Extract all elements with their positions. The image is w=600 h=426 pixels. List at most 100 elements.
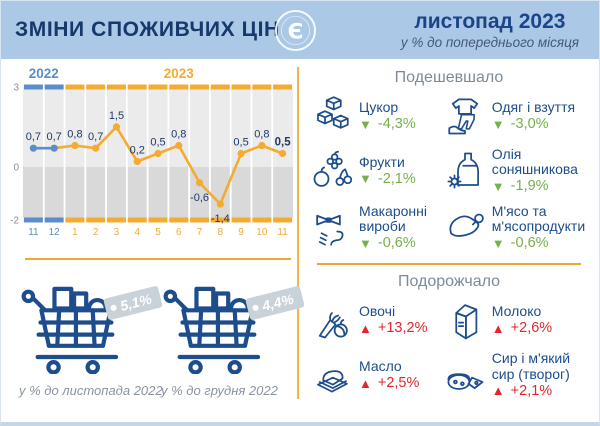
price-change-item: Олія соняшникова ▼ -1,9% xyxy=(442,146,593,195)
cumulative-comparisons: 5,1% у % до листопада 2022 4,4% у % до груд… xyxy=(5,284,305,398)
down-triangle-icon: ▼ xyxy=(359,116,372,132)
fruits-icon xyxy=(309,150,355,192)
item-name: Олія соняшникова xyxy=(491,146,578,178)
svg-text:1,5: 1,5 xyxy=(109,110,124,122)
svg-text:3: 3 xyxy=(13,83,19,94)
report-period: листопад 2023 у % до попереднього місяця xyxy=(401,10,585,50)
item-name: Цукор xyxy=(359,98,399,115)
svg-text:11: 11 xyxy=(277,227,288,238)
item-value: +2,5% xyxy=(377,375,420,392)
item-value: +13,2% xyxy=(377,320,428,337)
price-change-item: Сир і м'який сир (творог) ▲ +2,1% xyxy=(442,350,593,399)
comparison-caption: у % до грудня 2022 xyxy=(161,383,278,398)
item-name: Овочі xyxy=(359,303,396,320)
item-value: -3,0% xyxy=(510,116,549,133)
item-name: Макаронні вироби xyxy=(359,203,427,235)
svg-text:3: 3 xyxy=(114,227,120,238)
chart-divider xyxy=(25,258,291,260)
svg-text:-0,6: -0,6 xyxy=(190,192,209,204)
sugar-icon xyxy=(309,95,355,137)
up-triangle-icon: ▲ xyxy=(359,375,372,391)
comparison-figure: 5,1% у % до листопада 2022 xyxy=(19,284,163,398)
price-change-item: Цукор ▼ -4,3% xyxy=(309,95,438,137)
item-name: Сир і м'який сир (творог) xyxy=(491,350,571,382)
content: 2022 2023 3 0 -2 0,7 11 0,7 12 0,8 1 0,7 2 1,5 3 0,2 4 0,… xyxy=(1,59,599,422)
svg-text:0,5: 0,5 xyxy=(275,137,292,149)
svg-text:8: 8 xyxy=(218,227,224,238)
vegetables-icon xyxy=(309,299,355,341)
svg-text:4: 4 xyxy=(134,227,140,238)
svg-text:2023: 2023 xyxy=(164,66,195,81)
comparison-caption: у % до листопада 2022 xyxy=(19,383,163,398)
item-value: +2,1% xyxy=(510,382,553,399)
svg-text:0,5: 0,5 xyxy=(233,137,248,149)
pricier-section-title: Подорожчало xyxy=(397,273,501,291)
cheese-icon xyxy=(442,354,488,396)
svg-text:0,8: 0,8 xyxy=(67,129,82,141)
svg-text:0,7: 0,7 xyxy=(26,131,41,143)
svg-text:0: 0 xyxy=(13,162,19,173)
cheaper-items: Цукор ▼ -4,3% Одяг і взуття ▼ -3,0% Фрукти ▼ -2,… xyxy=(309,95,589,251)
item-name: Масло xyxy=(359,357,402,374)
svg-text:Є: Є xyxy=(288,19,304,44)
price-line-chart: 2022 2023 3 0 -2 0,7 11 0,7 12 0,8 1 0,7 2 1,5 3 0,2 4 0,… xyxy=(5,65,297,252)
sunflower-oil-icon xyxy=(442,150,488,192)
pricier-items: Овочі ▲ +13,2% Молоко ▲ +2,6% Масло ▲ +2,5% Сир і… xyxy=(309,299,589,399)
price-change-item: Фрукти ▼ -2,1% xyxy=(309,147,438,194)
item-value: -1,9% xyxy=(510,178,549,195)
down-triangle-icon: ▼ xyxy=(491,116,505,132)
svg-text:0,7: 0,7 xyxy=(47,131,62,143)
item-value: -4,3% xyxy=(377,116,416,133)
down-triangle-icon: ▼ xyxy=(359,235,372,251)
svg-text:-1,4: -1,4 xyxy=(211,213,230,225)
butter-icon xyxy=(309,354,355,396)
item-name: М'ясо та м'ясопродукти xyxy=(491,203,586,235)
derzhstat-logo-icon: Є xyxy=(273,8,318,53)
price-change-item: Масло ▲ +2,5% xyxy=(309,351,438,398)
svg-text:11: 11 xyxy=(28,227,39,238)
svg-text:9: 9 xyxy=(238,227,244,238)
column-divider xyxy=(297,67,299,399)
svg-text:2: 2 xyxy=(93,227,99,238)
svg-text:0,5: 0,5 xyxy=(150,137,165,149)
up-triangle-icon: ▲ xyxy=(359,320,372,336)
svg-text:1: 1 xyxy=(72,227,78,238)
svg-text:0,8: 0,8 xyxy=(171,129,186,141)
period-title: листопад 2023 xyxy=(414,10,566,33)
comparison-figure: 4,4% у % до грудня 2022 xyxy=(161,284,305,398)
item-value: -0,6% xyxy=(510,235,549,252)
section-divider xyxy=(317,263,581,266)
clothing-icon xyxy=(442,95,488,137)
page-title: ЗМІНИ СПОЖИВЧИХ ЦІН xyxy=(15,18,280,41)
pasta-icon xyxy=(309,207,355,249)
svg-text:12: 12 xyxy=(49,227,61,238)
svg-text:7: 7 xyxy=(197,227,203,238)
shopping-cart-icon xyxy=(161,286,273,378)
price-change-item: Одяг і взуття ▼ -3,0% xyxy=(442,95,593,137)
header: ЗМІНИ СПОЖИВЧИХ ЦІН Є листопад 2023 у % … xyxy=(1,1,599,59)
svg-text:5: 5 xyxy=(155,227,161,238)
left-column: 2022 2023 3 0 -2 0,7 11 0,7 12 0,8 1 0,7 2 1,5 3 0,2 4 0,… xyxy=(1,59,305,422)
svg-text:6: 6 xyxy=(176,227,182,238)
svg-text:10: 10 xyxy=(256,227,268,238)
price-change-item: Молоко ▲ +2,6% xyxy=(442,299,593,341)
svg-text:2022: 2022 xyxy=(29,66,59,81)
down-triangle-icon: ▼ xyxy=(491,178,505,194)
item-name: Фрукти xyxy=(359,153,405,170)
right-column: Подешевшало Цукор ▼ -4,3% Одяг і взуття ▼ -3,… xyxy=(299,59,599,422)
price-change-item: Овочі ▲ +13,2% xyxy=(309,299,438,341)
cheaper-section-title: Подешевшало xyxy=(394,69,504,86)
item-value: -2,1% xyxy=(377,170,416,187)
up-triangle-icon: ▲ xyxy=(491,320,505,336)
item-value: -0,6% xyxy=(377,235,416,252)
down-triangle-icon: ▼ xyxy=(359,171,372,187)
svg-text:0,7: 0,7 xyxy=(88,131,103,143)
price-change-item: М'ясо та м'ясопродукти ▼ -0,6% xyxy=(442,204,593,251)
svg-text:0,8: 0,8 xyxy=(254,129,269,141)
down-triangle-icon: ▼ xyxy=(491,235,505,251)
item-name: Молоко xyxy=(491,303,542,320)
milk-icon xyxy=(442,299,488,341)
period-subtitle: у % до попереднього місяця xyxy=(400,35,579,50)
price-change-item: Макаронні вироби ▼ -0,6% xyxy=(309,204,438,251)
